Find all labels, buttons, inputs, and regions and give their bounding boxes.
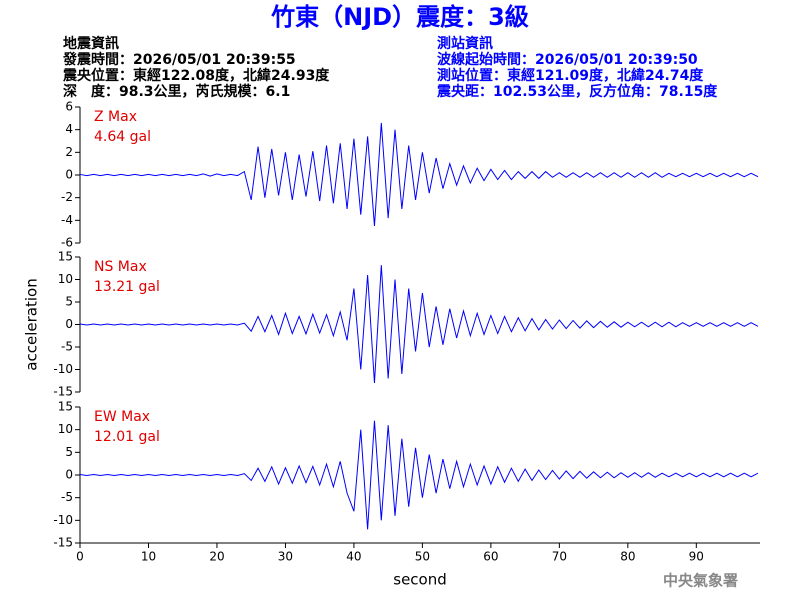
x-tick-label: 70 (552, 550, 567, 564)
annotation: 12.01 gal (94, 429, 160, 445)
y-tick-label: 6 (65, 100, 73, 114)
x-tick-label: 10 (141, 550, 156, 564)
x-tick-label: 60 (483, 550, 498, 564)
y-axis-label: acceleration (23, 278, 41, 370)
waveform (79, 265, 759, 384)
y-tick-label: -10 (53, 362, 73, 376)
annotation: NS Max (94, 259, 147, 275)
y-tick-label: -5 (61, 490, 73, 504)
info-line: 測站資訊 (437, 35, 493, 52)
y-tick-label: 0 (65, 168, 73, 182)
info-line: 地震資訊 (63, 35, 119, 52)
annotation: 13.21 gal (94, 279, 160, 295)
x-tick-label: 80 (620, 550, 635, 564)
y-tick-label: 15 (58, 400, 73, 414)
y-tick-label: -5 (61, 340, 73, 354)
annotation: EW Max (94, 409, 150, 425)
x-tick-label: 30 (278, 550, 293, 564)
y-tick-label: 10 (58, 272, 73, 286)
info-line: 震央距：102.53公里，反方位角：78.15度 (436, 83, 718, 100)
y-tick-label: 5 (65, 295, 73, 309)
y-tick-label: -6 (61, 236, 73, 250)
chart-title: 竹東（NJD）震度：3級 (270, 3, 529, 31)
annotation: Z Max (94, 109, 137, 125)
footer: 中央氣象署 (663, 572, 738, 590)
y-tick-label: 2 (65, 145, 73, 159)
info-line: 發震時間：2026/05/01 20:39:55 (62, 51, 296, 68)
y-tick-label: -15 (53, 385, 73, 399)
x-tick-label: 20 (209, 550, 224, 564)
y-tick-label: -2 (61, 190, 73, 204)
y-tick-label: 0 (65, 468, 73, 482)
x-tick-label: 50 (415, 550, 430, 564)
y-tick-label: -4 (61, 213, 73, 227)
info-line: 測站位置：東經121.09度，北緯24.74度 (437, 67, 704, 84)
x-axis-label: second (393, 571, 447, 589)
info-line: 深 度：98.3公里，芮氏規模：6.1 (63, 83, 290, 100)
x-tick-label: 90 (689, 550, 704, 564)
x-tick-label: 0 (76, 550, 84, 564)
waveform (79, 122, 759, 227)
x-tick-label: 40 (346, 550, 361, 564)
y-tick-label: 5 (65, 445, 73, 459)
waveform (79, 420, 759, 530)
info-line: 波線起始時間：2026/05/01 20:39:50 (437, 51, 698, 68)
y-tick-label: -15 (53, 536, 73, 550)
annotation: 4.64 gal (94, 129, 151, 145)
y-tick-label: 4 (65, 122, 73, 136)
y-tick-label: -10 (53, 513, 73, 527)
info-line: 震央位置：東經122.08度，北緯24.93度 (62, 67, 330, 84)
y-tick-label: 15 (58, 250, 73, 264)
y-tick-label: 0 (65, 317, 73, 331)
y-tick-label: 10 (58, 422, 73, 436)
